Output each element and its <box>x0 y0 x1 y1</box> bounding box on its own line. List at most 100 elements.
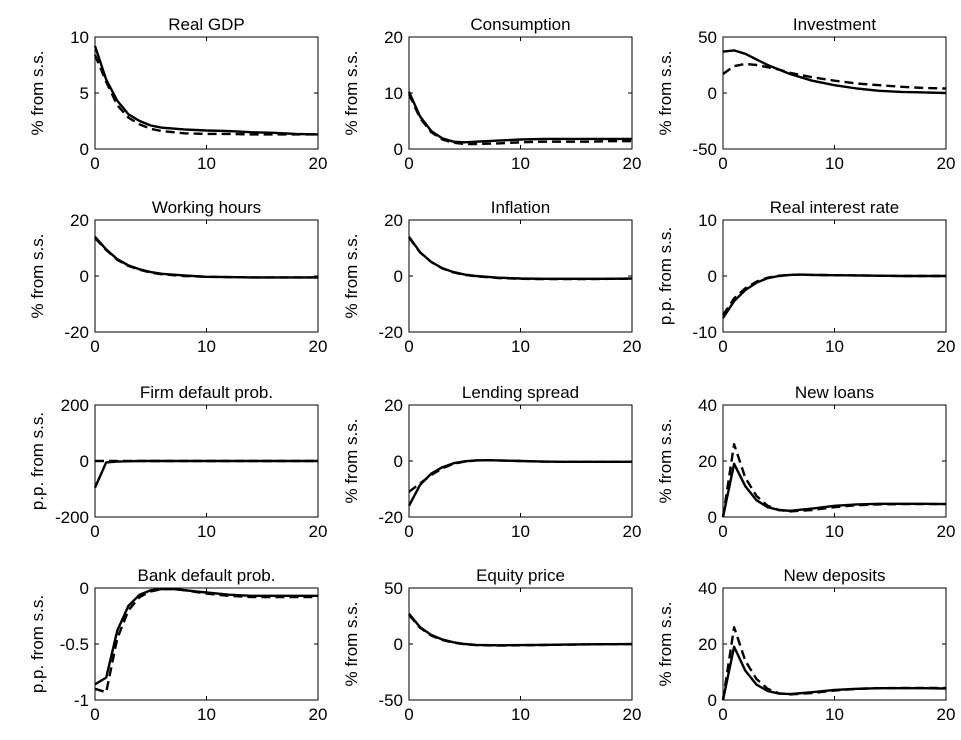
series-line-solid <box>408 613 633 647</box>
y-tick-label: 20 <box>384 396 403 415</box>
x-tick-label: 20 <box>937 154 956 173</box>
series-line-dashed <box>407 93 632 146</box>
series-line-solid <box>721 273 946 319</box>
y-tick-label: 5 <box>80 84 89 103</box>
y-axis-label: % from s.s. <box>28 233 47 318</box>
y-tick-label: 20 <box>70 211 89 230</box>
x-tick-label: 20 <box>623 522 642 541</box>
x-tick-label: 20 <box>623 154 642 173</box>
series-line-solid <box>93 459 318 489</box>
x-tick-label: 20 <box>623 705 642 724</box>
y-tick-label: 10 <box>384 84 403 103</box>
x-tick-label: 0 <box>718 522 727 541</box>
y-tick-label: 50 <box>698 28 717 47</box>
panel-title: Lending spread <box>462 383 579 402</box>
y-tick-label: -20 <box>378 508 403 527</box>
x-tick-label: 10 <box>197 337 216 356</box>
series-line-dashed <box>408 459 632 493</box>
y-axis-label: % from s.s. <box>656 50 675 135</box>
y-tick-label: 0 <box>80 452 89 471</box>
x-tick-label: 20 <box>623 337 642 356</box>
panel-title: Real GDP <box>168 15 245 34</box>
panel-title: Inflation <box>491 198 551 217</box>
x-tick-label: 10 <box>197 522 216 541</box>
x-tick-label: 0 <box>404 522 413 541</box>
y-tick-label: 0 <box>394 140 403 159</box>
x-tick-label: 0 <box>90 154 99 173</box>
series-line-dashed <box>93 54 318 136</box>
y-tick-label: 0 <box>394 635 403 654</box>
series-line-dashed <box>721 443 946 518</box>
series-line-solid <box>93 45 319 136</box>
x-tick-label: 0 <box>404 705 413 724</box>
series-line-dashed <box>408 614 633 647</box>
panel-title: Equity price <box>476 566 565 585</box>
x-tick-label: 10 <box>511 705 530 724</box>
y-tick-label: 20 <box>698 635 717 654</box>
x-tick-label: 10 <box>825 154 844 173</box>
y-tick-label: 0 <box>394 452 403 471</box>
y-tick-label: 0 <box>394 267 403 286</box>
panel-title: Bank default prob. <box>138 566 276 585</box>
series-line-solid <box>94 587 318 686</box>
series-line-solid <box>721 645 947 701</box>
x-tick-label: 0 <box>718 337 727 356</box>
x-tick-label: 20 <box>309 154 328 173</box>
series-line-solid <box>94 236 318 279</box>
panel-bank-default-prob: Bank default prob. 0 10 20 -1 -0.5 0 p.p. from … <box>28 566 327 724</box>
series-line-dashed <box>94 237 318 279</box>
series-line-solid <box>721 462 947 518</box>
y-axis-label: p.p. from s.s. <box>28 595 47 693</box>
x-tick-label: 20 <box>937 337 956 356</box>
axes-box <box>408 36 633 150</box>
series-line-solid <box>408 236 633 280</box>
x-tick-label: 20 <box>937 522 956 541</box>
x-tick-label: 20 <box>309 522 328 541</box>
y-axis-label: % from s.s. <box>656 601 675 686</box>
y-axis-label: % from s.s. <box>656 418 675 503</box>
series-line-dashed <box>721 273 946 316</box>
x-tick-label: 0 <box>404 154 413 173</box>
x-tick-label: 10 <box>197 705 216 724</box>
x-tick-label: 20 <box>309 705 328 724</box>
x-tick-label: 20 <box>937 705 956 724</box>
series-line-solid <box>722 49 947 95</box>
panel-title: Investment <box>793 15 876 34</box>
y-axis-label: % from s.s. <box>342 418 361 503</box>
y-tick-label: 0 <box>80 140 89 159</box>
panel-consumption: Consumption 0 10 20 0 10 20 % from s.s. <box>342 15 641 173</box>
y-tick-label: 0 <box>708 84 717 103</box>
panel-title: Real interest rate <box>770 198 899 217</box>
y-tick-label: 0 <box>80 267 89 286</box>
y-tick-label: 10 <box>698 211 717 230</box>
x-tick-label: 0 <box>90 705 99 724</box>
y-tick-label: -20 <box>64 323 89 342</box>
series-line-dashed <box>408 236 632 281</box>
y-tick-label: 10 <box>70 28 89 47</box>
y-axis-label: % from s.s. <box>342 601 361 686</box>
y-axis-label: % from s.s. <box>342 50 361 135</box>
y-axis-label: p.p. from s.s. <box>656 227 675 325</box>
x-tick-label: 0 <box>90 337 99 356</box>
x-tick-label: 10 <box>511 154 530 173</box>
y-tick-label: -50 <box>378 691 403 710</box>
x-tick-label: 10 <box>825 337 844 356</box>
y-tick-label: 0 <box>80 579 89 598</box>
x-tick-label: 0 <box>90 522 99 541</box>
x-tick-label: 0 <box>404 337 413 356</box>
x-tick-label: 20 <box>309 337 328 356</box>
y-tick-label: -1 <box>74 691 89 710</box>
series-line-dashed <box>721 626 946 701</box>
y-tick-label: 40 <box>698 396 717 415</box>
x-tick-label: 0 <box>718 154 727 173</box>
y-tick-label: -0.5 <box>60 635 89 654</box>
y-axis-label: p.p. from s.s. <box>28 412 47 510</box>
panel-title: Consumption <box>470 15 570 34</box>
y-tick-label: 20 <box>384 28 403 47</box>
